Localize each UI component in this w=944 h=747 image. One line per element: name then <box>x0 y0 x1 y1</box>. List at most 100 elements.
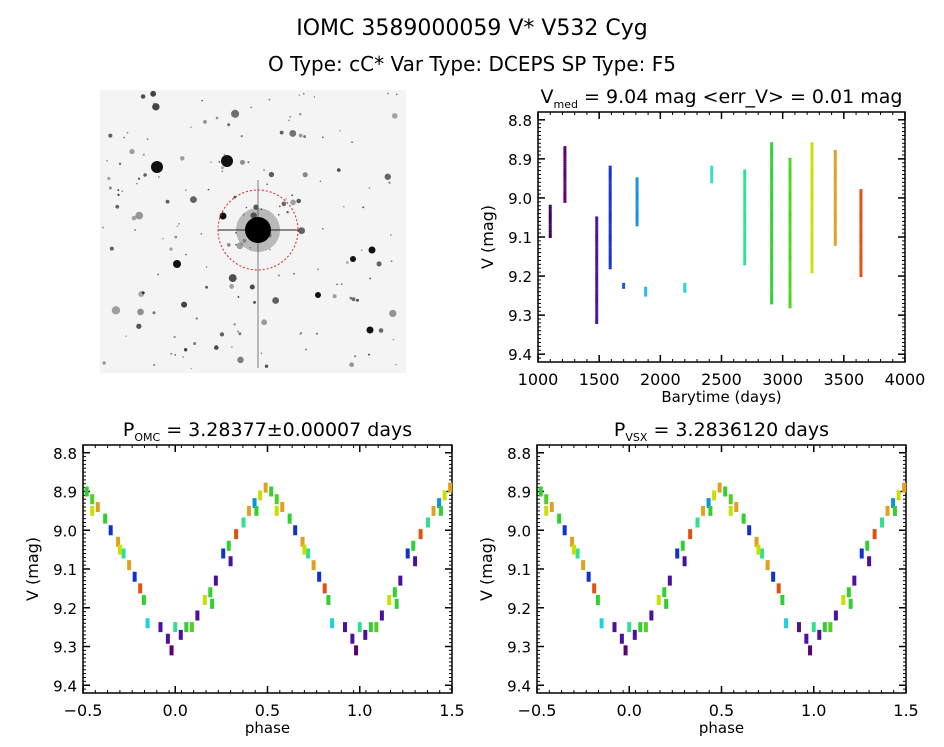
data-point <box>743 173 747 176</box>
data-point <box>788 288 792 291</box>
data-point <box>833 163 837 166</box>
data-point <box>810 243 814 246</box>
data-point <box>595 239 599 242</box>
star <box>221 170 224 173</box>
data-point <box>833 157 837 160</box>
data-point <box>683 290 687 293</box>
star <box>190 367 193 370</box>
star <box>378 328 384 333</box>
data-point <box>656 595 661 605</box>
data-point <box>743 179 747 182</box>
data-point <box>770 277 774 280</box>
data-point <box>788 222 792 225</box>
data-point <box>570 536 575 547</box>
data-point <box>833 224 837 227</box>
data-point <box>810 171 814 174</box>
star <box>303 135 307 139</box>
data-point <box>788 261 792 264</box>
data-point <box>743 232 747 235</box>
data-point <box>859 247 863 250</box>
data-point <box>810 167 814 170</box>
data-point <box>595 282 599 285</box>
data-point <box>712 490 717 501</box>
star <box>146 138 149 141</box>
data-point <box>563 171 567 174</box>
data-point <box>810 208 814 211</box>
star <box>117 189 120 192</box>
data-point <box>810 169 814 172</box>
figure-title: IOMC 3589000059 V* V532 Cyg <box>296 16 648 41</box>
data-point <box>608 249 612 252</box>
data-point <box>608 237 612 240</box>
data-point <box>95 502 100 512</box>
data-point <box>241 517 246 528</box>
data-point <box>635 222 639 225</box>
data-point <box>859 206 863 209</box>
data-point <box>595 245 599 248</box>
data-point <box>788 237 792 240</box>
data-point <box>563 193 567 196</box>
data-point <box>765 560 770 571</box>
star <box>293 272 295 275</box>
x-tick-label: 3500 <box>823 370 864 389</box>
data-point <box>788 208 792 211</box>
data-point <box>595 300 599 303</box>
data-point <box>592 583 597 594</box>
data-point <box>788 175 792 178</box>
star <box>261 319 268 326</box>
star <box>277 213 280 216</box>
data-point <box>595 224 599 227</box>
y-tick-label: 9.3 <box>508 307 532 325</box>
data-point <box>682 556 687 567</box>
data-point <box>810 257 814 260</box>
data-point <box>548 236 552 238</box>
data-point <box>833 202 837 205</box>
x-tick-label: 1.0 <box>347 701 372 720</box>
data-point <box>599 618 604 629</box>
data-point <box>810 142 814 145</box>
data-point <box>810 267 814 270</box>
star <box>137 308 144 316</box>
data-point <box>770 146 774 149</box>
data-point <box>644 286 648 289</box>
data-point <box>608 220 612 223</box>
data-point <box>833 159 837 162</box>
data-point <box>595 243 599 246</box>
data-point <box>595 292 599 295</box>
data-point <box>548 220 552 223</box>
data-point <box>608 259 612 262</box>
data-point <box>788 241 792 244</box>
data-point <box>770 179 774 182</box>
data-point <box>810 194 814 197</box>
data-point <box>810 153 814 156</box>
data-point <box>817 629 822 640</box>
star <box>215 116 219 120</box>
data-point <box>788 296 792 299</box>
data-point <box>632 629 637 640</box>
data-point <box>833 216 837 219</box>
data-point <box>810 157 814 160</box>
data-point <box>595 278 599 281</box>
data-point <box>867 556 872 567</box>
data-point <box>788 273 792 276</box>
data-point <box>165 633 170 644</box>
data-point <box>595 288 599 291</box>
data-point <box>788 278 792 281</box>
star <box>173 335 176 339</box>
star <box>242 213 245 216</box>
star <box>317 268 319 271</box>
data-point <box>788 259 792 262</box>
star <box>158 176 160 178</box>
star <box>250 106 253 109</box>
star <box>226 243 231 247</box>
data-point <box>788 267 792 270</box>
data-point <box>770 206 774 209</box>
y-axis-label: V (mag) <box>478 205 497 269</box>
star <box>169 247 173 251</box>
data-point <box>413 556 418 567</box>
data-point <box>788 230 792 233</box>
data-point <box>743 185 747 188</box>
star <box>229 284 235 289</box>
data-point <box>810 253 814 256</box>
